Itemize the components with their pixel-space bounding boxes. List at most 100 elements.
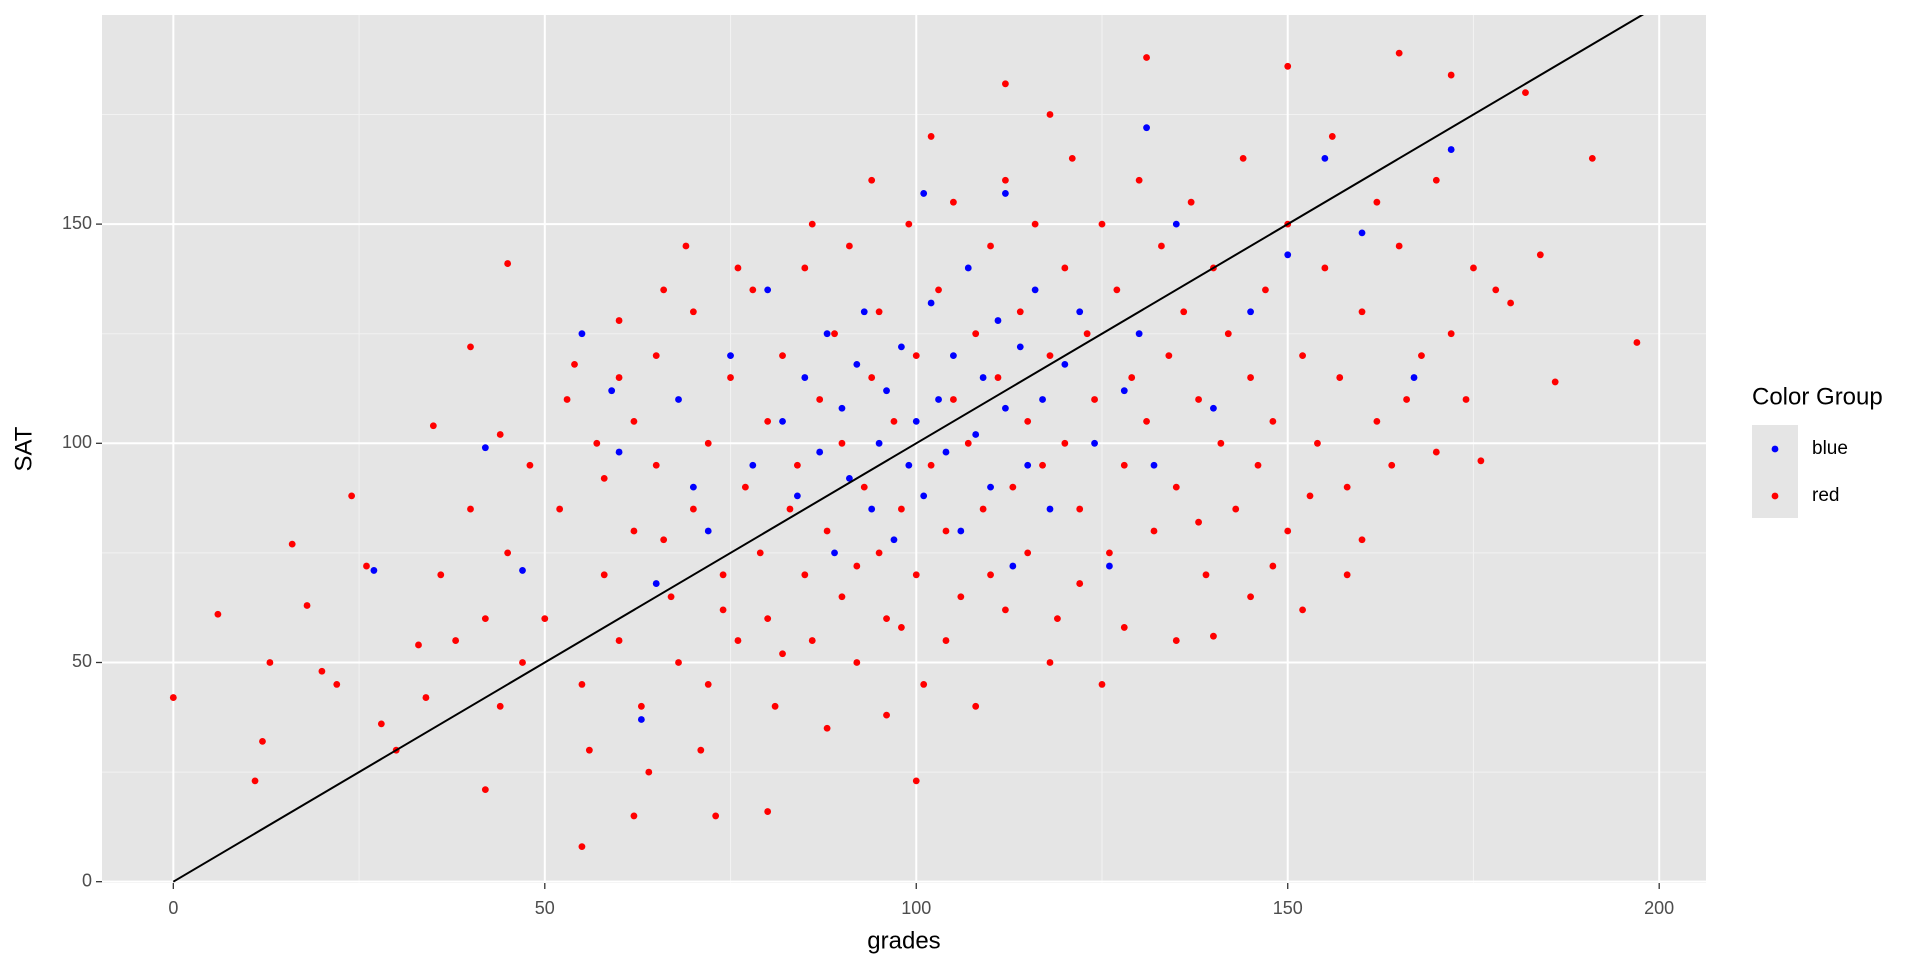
point bbox=[481, 786, 489, 794]
point bbox=[169, 694, 177, 701]
point bbox=[808, 220, 816, 228]
point bbox=[1002, 80, 1009, 88]
point bbox=[1588, 154, 1596, 162]
point bbox=[288, 540, 296, 548]
x-tick-label: 50 bbox=[535, 898, 555, 918]
point bbox=[1091, 396, 1098, 403]
point bbox=[786, 505, 794, 513]
point bbox=[1388, 461, 1396, 469]
point bbox=[801, 264, 809, 272]
point bbox=[660, 536, 668, 544]
point bbox=[868, 374, 876, 381]
point bbox=[1284, 527, 1292, 535]
point bbox=[541, 615, 549, 623]
point bbox=[1470, 264, 1477, 272]
point bbox=[481, 444, 489, 452]
point bbox=[1299, 606, 1306, 614]
point bbox=[526, 461, 534, 469]
point bbox=[1054, 615, 1061, 623]
point bbox=[853, 562, 861, 570]
point bbox=[1432, 448, 1440, 456]
point bbox=[1447, 330, 1455, 338]
legend-label: blue bbox=[1812, 438, 1848, 459]
point bbox=[1432, 176, 1440, 184]
legend: Color Group blue red bbox=[1752, 383, 1883, 518]
point bbox=[712, 812, 720, 820]
legend-title: Color Group bbox=[1752, 383, 1883, 410]
point bbox=[793, 461, 801, 469]
point bbox=[1492, 286, 1500, 294]
point bbox=[779, 650, 786, 658]
point bbox=[429, 422, 437, 430]
legend-key-background bbox=[1752, 425, 1798, 518]
point bbox=[1098, 681, 1106, 688]
point bbox=[1284, 251, 1292, 259]
point bbox=[1306, 492, 1314, 500]
point bbox=[578, 843, 586, 851]
point bbox=[912, 352, 920, 360]
point bbox=[1120, 387, 1128, 395]
point bbox=[519, 567, 526, 574]
point bbox=[845, 242, 853, 250]
point bbox=[957, 593, 965, 601]
point bbox=[831, 549, 838, 557]
point bbox=[578, 330, 586, 338]
point bbox=[972, 431, 980, 438]
point bbox=[1373, 198, 1381, 206]
point bbox=[883, 711, 890, 719]
point bbox=[496, 702, 504, 710]
point bbox=[942, 448, 950, 456]
point bbox=[251, 777, 259, 785]
point bbox=[838, 593, 846, 601]
point bbox=[1031, 286, 1039, 294]
point bbox=[1551, 378, 1559, 386]
point bbox=[1447, 71, 1455, 79]
point bbox=[1172, 637, 1180, 644]
point bbox=[1076, 505, 1084, 513]
point bbox=[214, 610, 222, 618]
point bbox=[957, 527, 965, 535]
point bbox=[964, 439, 972, 447]
point bbox=[1477, 457, 1485, 465]
point bbox=[950, 198, 957, 206]
point bbox=[333, 681, 341, 688]
point bbox=[1418, 352, 1425, 360]
point bbox=[630, 527, 638, 535]
point bbox=[1343, 571, 1351, 579]
point bbox=[1210, 404, 1217, 412]
point bbox=[927, 133, 935, 140]
point bbox=[1373, 417, 1381, 425]
point bbox=[994, 317, 1002, 324]
point bbox=[1024, 417, 1032, 425]
point bbox=[1536, 251, 1544, 259]
point bbox=[578, 681, 586, 688]
point bbox=[764, 286, 772, 294]
y-tick-label: 50 bbox=[72, 651, 92, 671]
point bbox=[1195, 518, 1202, 526]
point bbox=[801, 374, 809, 381]
point bbox=[1247, 308, 1254, 316]
point bbox=[1091, 439, 1098, 447]
point bbox=[816, 448, 824, 456]
point bbox=[1343, 483, 1351, 491]
point bbox=[1269, 417, 1277, 425]
point bbox=[987, 571, 994, 579]
point bbox=[734, 637, 742, 644]
point bbox=[734, 264, 742, 272]
point bbox=[415, 641, 422, 649]
grid bbox=[102, 15, 1706, 883]
point bbox=[868, 176, 876, 184]
point bbox=[1358, 536, 1366, 544]
point bbox=[756, 549, 764, 557]
point bbox=[890, 536, 898, 544]
point bbox=[920, 492, 928, 500]
point bbox=[1031, 220, 1039, 228]
point bbox=[1358, 308, 1366, 316]
point bbox=[749, 286, 757, 294]
point bbox=[749, 461, 757, 469]
point bbox=[1098, 220, 1106, 228]
point bbox=[645, 768, 653, 776]
point bbox=[1328, 133, 1336, 140]
